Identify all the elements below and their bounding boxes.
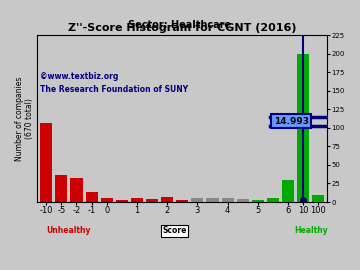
Bar [267, 198, 279, 202]
Bar [237, 199, 249, 202]
Y-axis label: Number of companies
(670 total): Number of companies (670 total) [15, 76, 35, 161]
Bar [206, 198, 219, 202]
Bar [71, 178, 82, 202]
Text: Sector: Healthcare: Sector: Healthcare [129, 20, 231, 30]
Text: The Research Foundation of SUNY: The Research Foundation of SUNY [40, 85, 188, 94]
Bar [55, 175, 67, 202]
Bar [101, 198, 113, 202]
Text: Unhealthy: Unhealthy [47, 227, 91, 235]
Text: ©www.textbiz.org: ©www.textbiz.org [40, 72, 118, 81]
Bar [131, 198, 143, 202]
Bar [116, 200, 128, 202]
Text: Score: Score [162, 227, 187, 235]
Title: Z''-Score Histogram for CGNT (2016): Z''-Score Histogram for CGNT (2016) [68, 23, 297, 33]
Text: Healthy: Healthy [294, 227, 328, 235]
Bar [86, 192, 98, 202]
Bar [161, 197, 173, 202]
Bar [282, 180, 294, 202]
Bar [252, 200, 264, 202]
Bar [146, 199, 158, 202]
Bar [297, 54, 309, 202]
Text: 14.993: 14.993 [274, 117, 309, 126]
Bar [40, 123, 52, 202]
Bar [176, 200, 188, 202]
Bar [221, 198, 234, 202]
Bar [191, 198, 203, 202]
Bar [312, 195, 324, 202]
